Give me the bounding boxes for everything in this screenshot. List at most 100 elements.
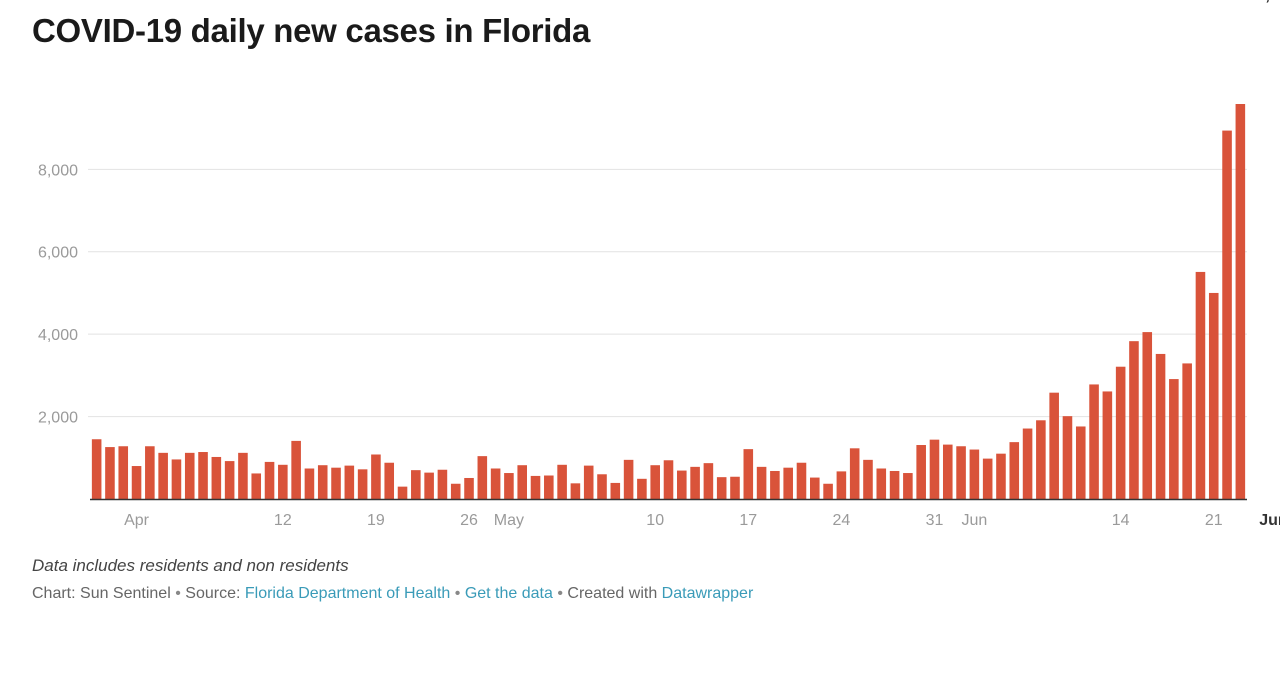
source-link[interactable]: Florida Department of Health [244,585,451,602]
bar [1089,384,1099,499]
bar [570,483,581,499]
x-tick-label: 10 [646,512,664,529]
x-tick-label: 26 [460,512,478,529]
bar [969,449,980,499]
bar [770,470,780,499]
bar [397,486,408,499]
bar [198,452,208,499]
data-labels: 9,585 [1256,0,1280,4]
x-tick-label: Jun [961,512,987,529]
bar [730,476,740,499]
bar [809,477,820,499]
bar [504,473,514,499]
x-tick-label: 19 [367,512,385,529]
bar [677,470,687,499]
bars [91,104,1246,499]
bar [1129,341,1139,499]
source-prefix: Source: [185,585,241,602]
bar [929,439,940,499]
bar [836,471,847,499]
bar [916,445,926,499]
bar [743,449,754,499]
bar [1062,416,1073,499]
bar [663,460,674,499]
bar [357,469,368,499]
x-tick-label: 12 [274,512,292,529]
bar [982,458,993,499]
separator: • [175,585,181,602]
bar [863,459,873,499]
bar [437,469,448,499]
bar [158,452,168,499]
bar [623,459,634,499]
bar [517,465,528,499]
bar [650,465,660,499]
bar [384,462,395,499]
bar [716,477,727,499]
gridlines [88,168,1247,418]
bar [1155,353,1166,499]
bar [477,456,488,499]
bar [956,446,966,499]
separator: • [557,585,563,602]
bar [1235,104,1246,499]
bar [783,467,793,499]
bar [1049,392,1059,499]
bar [996,453,1006,499]
bar [291,440,301,499]
x-tick-label: 31 [926,512,944,529]
bar [91,439,102,499]
bar [610,482,621,499]
bar [1102,391,1113,499]
bar [145,446,155,499]
bar [450,483,461,499]
datawrapper-link[interactable]: Datawrapper [661,585,754,602]
bar [530,475,541,499]
bar [1036,420,1046,499]
x-axis-ticks: Apr 12 19 26 May 10 17 24 31 Jun 14 21 Jun 27 [124,512,1280,529]
bar [796,462,807,499]
separator: • [454,585,461,602]
x-tick-label: 17 [739,512,757,529]
bar [317,465,328,499]
bar [211,456,222,499]
bar [331,467,341,499]
bar [1195,271,1206,499]
x-tick-label: 24 [832,512,850,529]
bar [464,477,474,499]
bar [849,448,860,499]
bar [876,468,887,499]
x-tick-label: 14 [1112,512,1130,529]
chart-note: Data includes residents and non resident… [32,556,349,575]
x-tick-label: 21 [1205,512,1223,529]
bar [1222,130,1232,499]
bar-chart: 2,000 4,000 6,000 8,000 Apr 12 19 26 May 10 17 24 3… [38,0,1280,529]
y-tick-label: 6,000 [38,245,78,262]
bar [224,461,235,499]
data-label: 9,585 [1256,0,1280,4]
chart-footer: Chart: Sun Sentinel • Source: Florida De… [32,585,753,603]
bar [344,465,355,499]
bar [823,483,833,499]
bar [238,452,248,499]
bar [690,466,700,499]
bar [1075,426,1086,499]
chart-credit: Chart: Sun Sentinel [32,585,171,602]
bar [597,474,607,499]
bar [557,464,567,499]
x-tick-label: Apr [124,512,150,529]
bar [1009,442,1020,499]
get-data-link[interactable]: Get the data [464,585,553,602]
bar [105,447,115,499]
bar [1169,379,1179,499]
bar [903,473,913,499]
bar [1208,292,1219,499]
bar [942,444,953,499]
bar [1115,366,1126,499]
bar [131,466,142,499]
bar [637,478,647,499]
bar [1022,428,1033,499]
bar [118,446,129,499]
bar [424,472,434,499]
bar [371,454,381,499]
